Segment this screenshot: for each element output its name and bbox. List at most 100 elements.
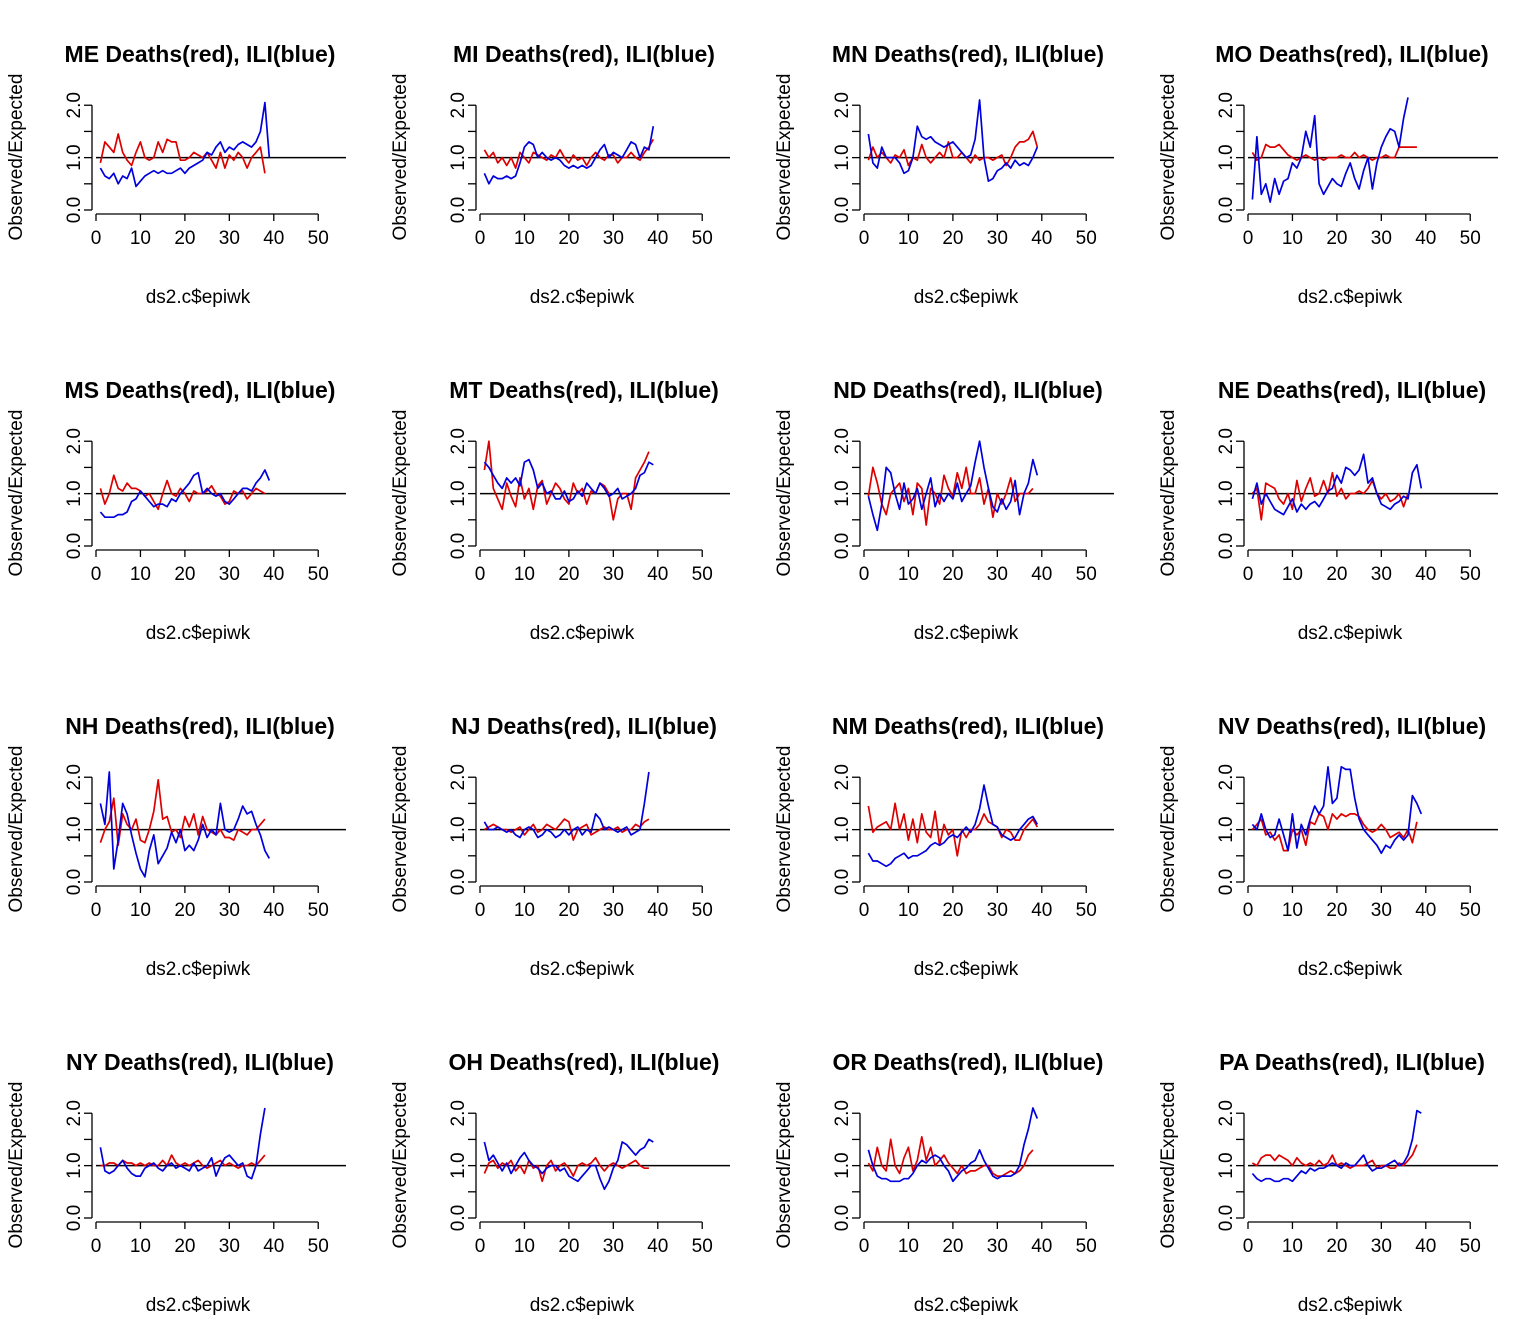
x-tick-label: 30 — [219, 564, 240, 585]
ili-series-line — [1251, 453, 1423, 516]
chart-title: MN Deaths(red), ILI(blue) — [832, 41, 1104, 67]
x-tick-label: 40 — [1031, 1236, 1052, 1257]
y-tick-label: 0.0 — [448, 197, 469, 223]
y-axis-label: Observed/Expected — [6, 1082, 27, 1249]
x-tick-label: 20 — [174, 1236, 195, 1257]
y-axis-label: Observed/Expected — [774, 74, 795, 241]
y-axis-label: Observed/Expected — [774, 746, 795, 913]
x-tick-label: 10 — [514, 564, 535, 585]
y-tick-label: 1.0 — [448, 816, 469, 842]
x-tick-label: 0 — [91, 900, 102, 921]
x-tick-label: 30 — [1371, 564, 1392, 585]
x-tick-label: 10 — [1282, 564, 1303, 585]
x-tick-label: 0 — [1243, 1236, 1254, 1257]
x-tick-label: 20 — [174, 900, 195, 921]
ili-series-line — [867, 784, 1039, 868]
x-tick-label: 0 — [1243, 564, 1254, 585]
deaths-series-line — [100, 1154, 266, 1170]
x-tick-label: 40 — [1415, 564, 1436, 585]
x-tick-label: 40 — [1031, 228, 1052, 249]
x-tick-label: 50 — [692, 900, 713, 921]
chart-title: NV Deaths(red), ILI(blue) — [1218, 713, 1486, 739]
deaths-series-line — [867, 802, 1039, 857]
x-tick-label: 10 — [898, 1236, 919, 1257]
x-axis-label: ds2.c$epiwk — [1298, 623, 1403, 644]
x-tick-label: 40 — [1415, 228, 1436, 249]
x-tick-label: 50 — [308, 564, 329, 585]
x-axis-label: ds2.c$epiwk — [530, 287, 635, 308]
x-tick-label: 50 — [308, 900, 329, 921]
x-tick-label: 50 — [1460, 564, 1481, 585]
chart-title: NH Deaths(red), ILI(blue) — [65, 713, 335, 739]
chart-panel: NH Deaths(red), ILI(blue) 0.0 1.0 2.0 0 10 20 3… — [6, 713, 346, 980]
x-axis-label: ds2.c$epiwk — [530, 623, 635, 644]
x-axis-label: ds2.c$epiwk — [146, 287, 251, 308]
chart-panel: OH Deaths(red), ILI(blue) 0.0 1.0 2.0 0 10 20 3… — [390, 1049, 730, 1316]
y-tick-label: 1.0 — [832, 1152, 853, 1178]
x-tick-label: 20 — [558, 1236, 579, 1257]
x-tick-label: 20 — [942, 900, 963, 921]
x-tick-label: 10 — [130, 1236, 151, 1257]
x-tick-label: 40 — [263, 228, 284, 249]
x-tick-label: 30 — [987, 900, 1008, 921]
chart-panel: MN Deaths(red), ILI(blue) 0.0 1.0 2.0 0 10 20 3… — [774, 41, 1114, 308]
x-tick-label: 10 — [130, 900, 151, 921]
deaths-series-line — [867, 466, 1034, 526]
ili-series-line — [99, 469, 271, 519]
chart-panel: NE Deaths(red), ILI(blue) 0.0 1.0 2.0 0 10 20 3… — [1158, 377, 1498, 644]
y-tick-label: 2.0 — [832, 1100, 853, 1126]
x-axis-label: ds2.c$epiwk — [146, 623, 251, 644]
x-axis-label: ds2.c$epiwk — [914, 1295, 1019, 1316]
ili-series-line — [483, 771, 650, 839]
y-axis-label: Observed/Expected — [6, 410, 27, 577]
deaths-series-line — [867, 1135, 1034, 1177]
x-tick-label: 10 — [1282, 228, 1303, 249]
ili-series-line — [867, 440, 1039, 532]
deaths-series-line — [483, 1156, 649, 1183]
y-tick-label: 2.0 — [832, 92, 853, 118]
y-tick-label: 0.0 — [1216, 869, 1237, 895]
y-tick-label: 0.0 — [1216, 1205, 1237, 1231]
y-tick-label: 2.0 — [64, 764, 85, 790]
chart-title: PA Deaths(red), ILI(blue) — [1219, 1049, 1485, 1075]
y-tick-label: 1.0 — [832, 480, 853, 506]
y-axis-label: Observed/Expected — [774, 410, 795, 577]
y-tick-label: 1.0 — [448, 144, 469, 170]
x-tick-label: 10 — [898, 564, 919, 585]
x-tick-label: 30 — [603, 1236, 624, 1257]
x-tick-label: 0 — [859, 1236, 870, 1257]
x-tick-label: 20 — [1326, 564, 1347, 585]
x-tick-label: 30 — [987, 228, 1008, 249]
deaths-series-line — [867, 130, 1039, 167]
x-tick-label: 50 — [1076, 564, 1097, 585]
y-tick-label: 0.0 — [64, 869, 85, 895]
y-tick-label: 1.0 — [448, 480, 469, 506]
x-tick-label: 0 — [859, 900, 870, 921]
y-tick-label: 1.0 — [832, 144, 853, 170]
chart-panel: NJ Deaths(red), ILI(blue) 0.0 1.0 2.0 0 10 20 3… — [390, 713, 730, 980]
x-tick-label: 30 — [603, 564, 624, 585]
x-tick-label: 50 — [1460, 228, 1481, 249]
x-tick-label: 40 — [263, 1236, 284, 1257]
chart-title: ND Deaths(red), ILI(blue) — [833, 377, 1103, 403]
x-tick-label: 20 — [174, 228, 195, 249]
ili-series-line — [99, 101, 271, 188]
y-axis-label: Observed/Expected — [774, 1082, 795, 1249]
y-tick-label: 1.0 — [64, 144, 85, 170]
x-tick-label: 40 — [263, 564, 284, 585]
ili-series-line — [1251, 97, 1409, 203]
y-tick-label: 0.0 — [64, 533, 85, 559]
x-tick-label: 0 — [475, 228, 486, 249]
x-tick-label: 0 — [91, 228, 102, 249]
x-tick-label: 10 — [514, 900, 535, 921]
y-tick-label: 2.0 — [1216, 92, 1237, 118]
x-axis-label: ds2.c$epiwk — [914, 959, 1019, 980]
chart-panel: ND Deaths(red), ILI(blue) 0.0 1.0 2.0 0 10 20 3… — [774, 377, 1114, 644]
x-tick-label: 0 — [91, 1236, 102, 1257]
y-tick-label: 0.0 — [832, 869, 853, 895]
x-tick-label: 20 — [1326, 1236, 1347, 1257]
x-tick-label: 30 — [219, 1236, 240, 1257]
deaths-series-line — [99, 779, 266, 847]
x-tick-label: 10 — [514, 1236, 535, 1257]
